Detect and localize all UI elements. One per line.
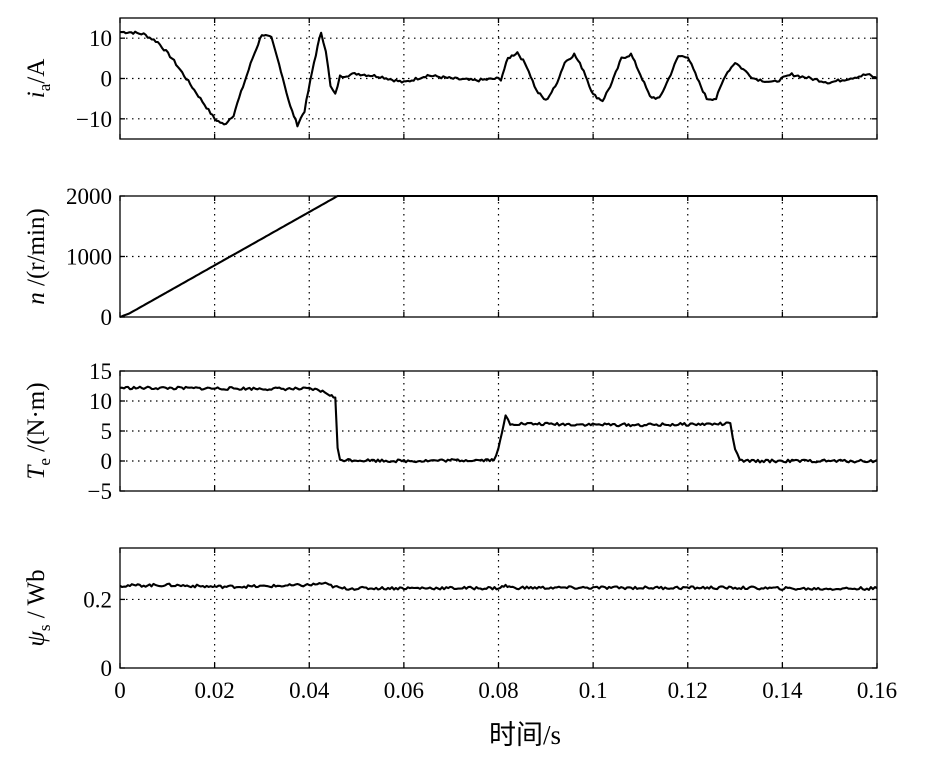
y-axis-label-subscript: e [35, 458, 54, 466]
y-axis-label-symbol: T [23, 464, 50, 480]
x-tick-label: 0.08 [478, 678, 518, 703]
series-line-1 [119, 385, 878, 464]
y-tick-label: 0 [101, 656, 113, 681]
y-axis-label-unit: /(r/min) [23, 208, 50, 292]
x-tick-label: 0.16 [857, 678, 897, 703]
x-tick-label: 0.1 [579, 678, 608, 703]
y-axis-label-symbol: n [23, 292, 50, 305]
y-axis-label-unit: /A [23, 59, 50, 84]
y-axis-label: ia/A [23, 59, 54, 99]
y-tick-label: 2000 [66, 184, 112, 209]
y-axis-label-unit: /(N·m) [23, 382, 50, 458]
y-axis-label-symbol: i [23, 91, 50, 98]
y-tick-label: 10 [89, 389, 112, 414]
series-line-1 [119, 194, 877, 318]
y-tick-label: 0 [101, 449, 113, 474]
y-axis-label-unit: / Wb [23, 569, 50, 624]
x-tick-label: 0 [114, 678, 126, 703]
subplot-1: 10 0 −10 ia/A [23, 17, 878, 140]
y-tick-label: 0 [101, 67, 113, 92]
x-tick-label: 0.02 [195, 678, 235, 703]
y-tick-label: 0.2 [83, 587, 112, 612]
y-tick-label: 5 [101, 419, 113, 444]
x-tick-label: 0.04 [289, 678, 330, 703]
series-line-1 [120, 30, 878, 128]
y-tick-label: 15 [89, 359, 112, 384]
y-axis-label: ψs / Wb [23, 569, 54, 646]
series-line-1 [119, 581, 878, 591]
y-axis-label: n /(r/min) [23, 208, 50, 305]
y-tick-label: −10 [76, 107, 112, 132]
y-axis-label: Te /(N·m) [23, 382, 54, 479]
y-tick-label: 1000 [66, 245, 112, 270]
subplot-4: 0.2 00 0.02 0.04 0.06 0.08 0.1 0.12 0.14 0.16 ψs /… [23, 547, 897, 703]
y-tick-label: −5 [88, 479, 112, 504]
subplot-3: 15 10 5 0 −5 Te /(N·m) [23, 359, 878, 504]
subplots: 10 0 −10 ia/A 2000 1000 0 n /(r/min) 15 10 5 0 −5 Te … [23, 17, 897, 703]
y-axis-label-symbol: ψ [23, 631, 50, 647]
x-tick-label: 0.06 [384, 678, 424, 703]
x-tick-label: 0.14 [762, 678, 803, 703]
y-tick-label: 0 [101, 305, 113, 330]
y-tick-label: 10 [89, 26, 112, 51]
x-tick-label: 0.12 [668, 678, 708, 703]
y-axis-label-subscript: s [35, 624, 54, 631]
subplot-2: 2000 1000 0 n /(r/min) [23, 184, 878, 330]
x-axis-label: 时间/s [489, 720, 561, 750]
y-axis-label-subscript: a [35, 83, 54, 91]
